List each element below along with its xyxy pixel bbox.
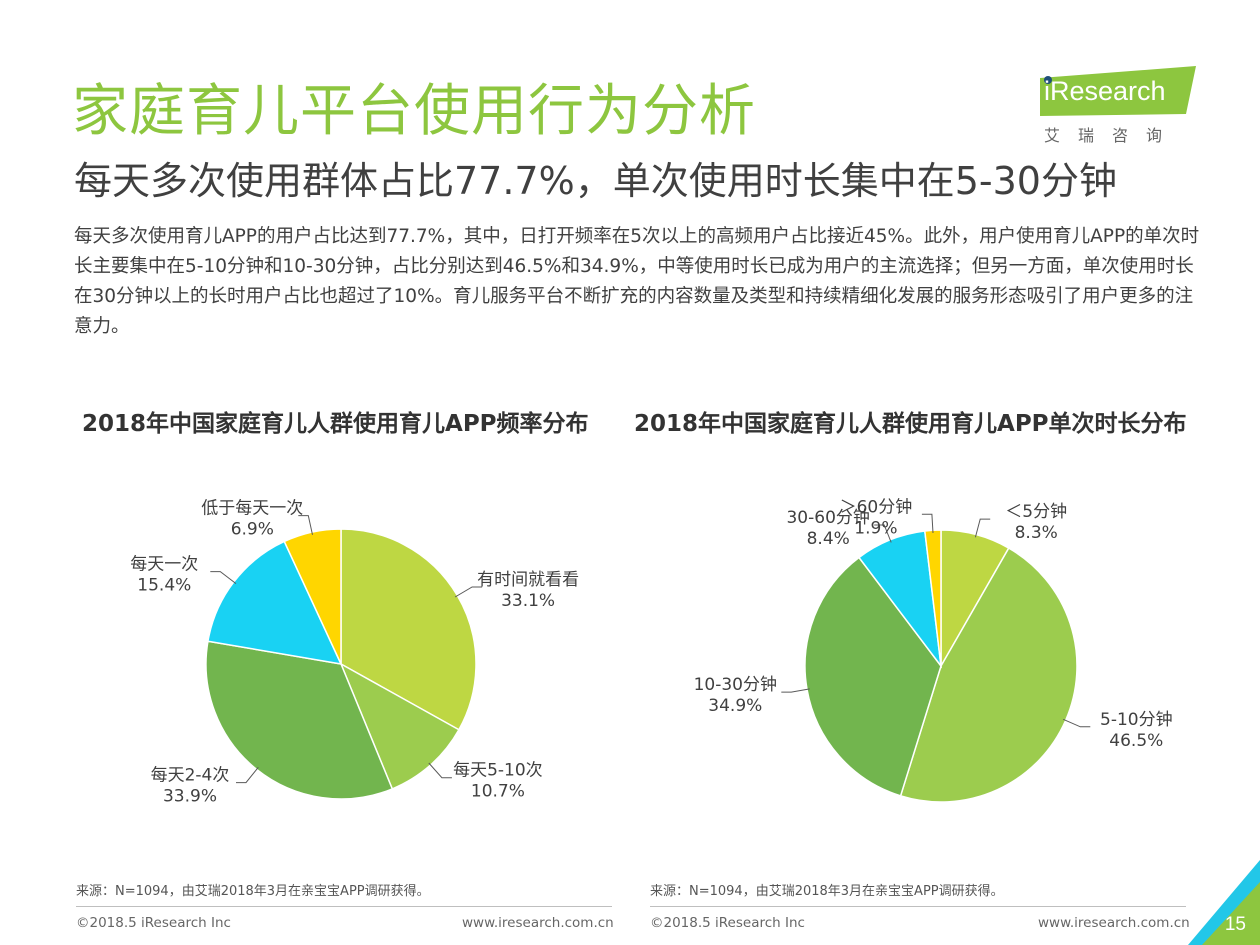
leader-line [781, 688, 810, 693]
slice-label: 有时间就看看 [477, 570, 579, 590]
logo-banner-shape [1040, 66, 1196, 116]
leader-line [454, 586, 483, 598]
leader-line [974, 518, 991, 538]
leader-line [874, 524, 892, 543]
slice-value-label: 10.7% [471, 782, 525, 802]
chart-title-duration: 2018年中国家庭育儿人群使用育儿APP单次时长分布 [634, 411, 1187, 437]
slice-value-label: 6.9% [231, 520, 274, 540]
copyright-text: ©2018.5 iResearch Inc [650, 915, 805, 931]
source-note: 来源：N=1094，由艾瑞2018年3月在亲宝宝APP调研获得。 [650, 884, 1004, 899]
page-number: 15 [1224, 914, 1246, 935]
slice-value-label: 34.9% [708, 696, 762, 716]
footer-divider [76, 906, 612, 907]
slice-value-label: 1.9% [854, 518, 897, 538]
logo-text: iResearch [1044, 76, 1166, 106]
leader-line [236, 766, 259, 784]
iresearch-logo: iResearch 艾瑞咨询 [1040, 64, 1200, 145]
source-note: 来源：N=1094，由艾瑞2018年3月在亲宝宝APP调研获得。 [76, 884, 430, 899]
slice-label: 每天一次 [130, 555, 198, 575]
leader-line [921, 513, 934, 534]
slice-value-label: 15.4% [137, 576, 191, 596]
slice-value-label: 33.1% [501, 591, 555, 611]
chart-title-frequency: 2018年中国家庭育儿人群使用育儿APP频率分布 [82, 411, 589, 437]
slice-value-label: 8.4% [807, 529, 850, 549]
logo-chinese-text: 艾瑞咨询 [1044, 126, 1181, 145]
leader-line [298, 515, 313, 535]
corner-decoration [1188, 860, 1260, 945]
slice-label: ＞60分钟 [840, 497, 913, 517]
slice-label: 低于每天一次 [201, 499, 303, 519]
slice-value-label: 8.3% [1015, 523, 1058, 543]
leader-line [1062, 718, 1091, 728]
slice-value-label: 46.5% [1109, 731, 1163, 751]
website-text: www.iresearch.com.cn [462, 915, 614, 931]
website-text: www.iresearch.com.cn [1038, 915, 1190, 931]
slice-label: 每天2-4次 [151, 766, 230, 786]
slice-value-label: 33.9% [163, 787, 217, 807]
slice-label: 5-10分钟 [1100, 710, 1173, 730]
summary-paragraph: 每天多次使用育儿APP的用户占比达到77.7%，其中，日打开频率在5次以上的高频… [74, 226, 1200, 337]
leader-line [210, 571, 237, 584]
page-subtitle: 每天多次使用群体占比77.7%，单次使用时长集中在5-30分钟 [74, 159, 1117, 203]
slice-label: ＜5分钟 [1005, 502, 1067, 522]
slice-label: 10-30分钟 [694, 675, 777, 695]
page-title: 家庭育儿平台使用行为分析 [72, 79, 756, 144]
slice-label: 每天5-10次 [453, 761, 543, 781]
footer-divider [650, 906, 1186, 907]
copyright-text: ©2018.5 iResearch Inc [76, 915, 231, 931]
leader-line [428, 762, 452, 779]
slice-label: 30-60分钟 [786, 508, 869, 528]
